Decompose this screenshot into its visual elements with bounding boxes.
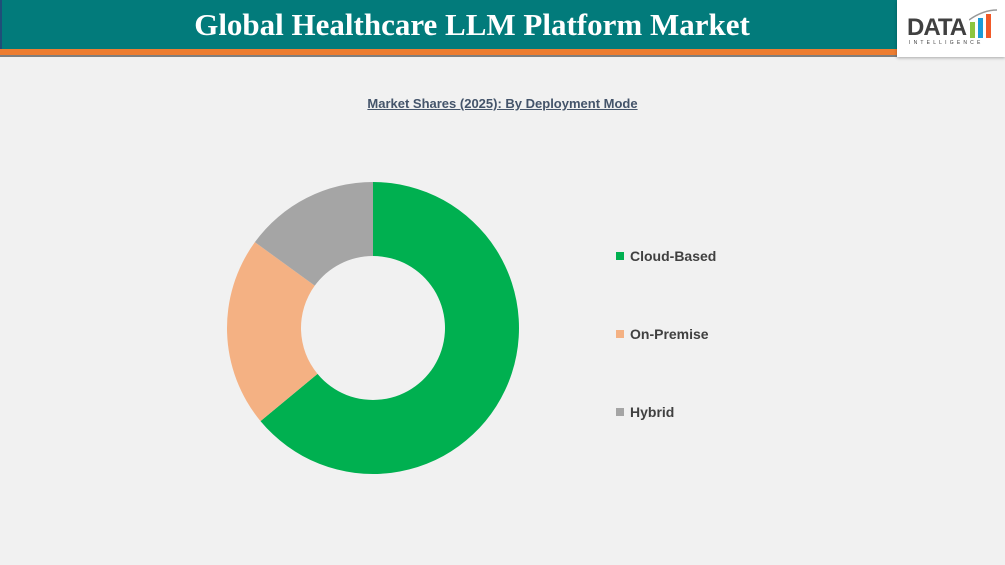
header-bar: Global Healthcare LLM Platform Market: [0, 0, 1005, 49]
legend-label: On-Premise: [630, 326, 709, 342]
legend-swatch: [616, 330, 624, 338]
donut-slice-cloud-based: [260, 182, 520, 474]
logo-text: DATA: [907, 14, 967, 41]
legend-item-cloud-based: Cloud-Based: [616, 248, 716, 264]
legend-swatch: [616, 252, 624, 260]
page-title: Global Healthcare LLM Platform Market: [194, 7, 750, 42]
chart-title: Market Shares (2025): By Deployment Mode: [367, 96, 638, 111]
legend-item-on-premise: On-Premise: [616, 326, 709, 342]
logo-subtext: INTELLIGENCE: [909, 40, 984, 46]
legend-label: Hybrid: [630, 404, 675, 420]
logo-bars-icon: [969, 9, 998, 38]
donut-slice-on-premise: [227, 242, 318, 422]
header-stripe: [0, 49, 1005, 57]
logo: DATA INTELLIGENCE: [897, 0, 1005, 57]
legend-label: Cloud-Based: [630, 248, 717, 264]
legend-swatch: [616, 408, 624, 416]
donut-slice-hybrid: [254, 182, 373, 286]
legend-item-hybrid: Hybrid: [616, 404, 674, 420]
